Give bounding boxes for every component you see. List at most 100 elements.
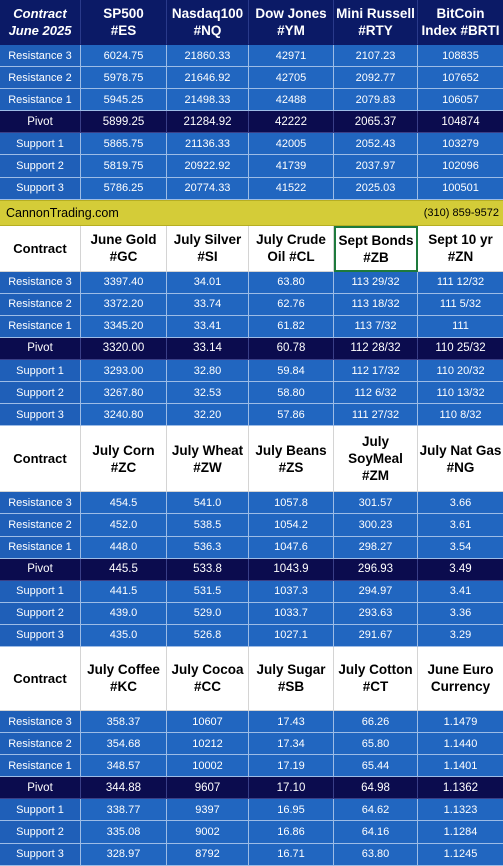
level-value: 63.80	[334, 843, 418, 866]
level-value: 32.80	[167, 360, 249, 383]
level-value: 3267.80	[81, 382, 167, 405]
level-value: 16.86	[249, 821, 334, 844]
level-value: 2065.37	[334, 111, 418, 134]
level-value: 448.0	[81, 536, 167, 559]
level-value: 9002	[167, 821, 249, 844]
level-row: Support 2 3267.80 32.53 58.80 112 6/32 110 13…	[0, 382, 503, 405]
level-value: 1027.1	[249, 624, 334, 647]
level-value: 5819.75	[81, 155, 167, 178]
level-value: 5786.25	[81, 177, 167, 200]
column-header: June Euro Currency	[418, 647, 503, 711]
row-label: Support 1	[0, 133, 81, 156]
row-label: Resistance 3	[0, 492, 81, 515]
level-value: 526.8	[167, 624, 249, 647]
level-value: 65.80	[334, 733, 418, 756]
level-row: Support 1 441.5 531.5 1037.3 294.97 3.41	[0, 580, 503, 603]
level-row: Support 2 439.0 529.0 1033.7 293.63 3.36	[0, 602, 503, 625]
column-header: BitCoin Index #BRTI	[418, 0, 503, 45]
level-value: 1047.6	[249, 536, 334, 559]
level-value: 113 18/32	[334, 293, 418, 316]
level-row: Resistance 1 3345.20 33.41 61.82 113 7/32 111	[0, 315, 503, 338]
column-header: July Cotton #CT	[334, 646, 418, 711]
level-value: 111 27/32	[334, 404, 418, 427]
level-value: 41522	[249, 177, 334, 200]
level-value: 300.23	[334, 514, 418, 537]
level-value: 8792	[167, 843, 249, 866]
level-value: 34.01	[167, 271, 249, 294]
level-value: 5899.25	[81, 111, 167, 134]
level-row: Resistance 1 448.0 536.3 1047.6 298.27 3.54	[0, 536, 503, 559]
level-value: 102096	[418, 155, 503, 178]
level-value: 113 29/32	[334, 271, 418, 294]
row-label: Support 1	[0, 799, 81, 822]
column-header: July Cocoa #CC	[167, 646, 249, 711]
level-value: 2037.97	[334, 155, 418, 178]
level-value: 1043.9	[249, 558, 334, 581]
row-label: Resistance 3	[0, 710, 81, 734]
level-value: 3.41	[418, 580, 503, 603]
level-value: 2079.83	[334, 89, 418, 112]
level-value: 66.26	[334, 710, 418, 734]
row-label: Resistance 2	[0, 514, 81, 537]
level-value: 1.1323	[418, 799, 503, 822]
level-row: Support 2 5819.75 20922.92 41739 2037.97 1020…	[0, 155, 503, 178]
pivot-row: Pivot 5899.25 21284.92 42222 2065.37 104874	[0, 111, 503, 134]
level-value: 17.34	[249, 733, 334, 756]
column-header: July Crude Oil #CL	[249, 225, 334, 272]
level-value: 64.62	[334, 799, 418, 822]
column-header: July Coffee #KC	[81, 646, 167, 711]
column-header: July Beans #ZS	[249, 426, 334, 493]
level-value: 10002	[167, 755, 249, 778]
level-value: 42705	[249, 67, 334, 90]
level-value: 1.1245	[418, 843, 503, 866]
level-value: 1033.7	[249, 602, 334, 625]
level-value: 298.27	[334, 536, 418, 559]
level-value: 328.97	[81, 843, 167, 866]
header-row: Contract June Gold #GC July Silver #SI J…	[0, 225, 503, 272]
level-value: 41739	[249, 155, 334, 178]
level-value: 294.97	[334, 580, 418, 603]
level-value: 111 5/32	[418, 293, 503, 316]
website-link[interactable]: CannonTrading.com	[6, 205, 119, 220]
level-value: 1037.3	[249, 580, 334, 603]
column-header: Nasdaq100 #NQ	[167, 0, 249, 45]
row-label: Pivot	[0, 558, 81, 581]
level-value: 335.08	[81, 821, 167, 844]
header-row: Contract July Corn #ZC July Wheat #ZW Ju…	[0, 426, 503, 493]
softs-currency-table: Contract July Coffee #KC July Cocoa #CC …	[0, 646, 503, 866]
level-value: 3345.20	[81, 315, 167, 338]
level-value: 452.0	[81, 514, 167, 537]
row-label: Resistance 2	[0, 293, 81, 316]
level-value: 3.54	[418, 536, 503, 559]
row-label: Support 2	[0, 602, 81, 625]
level-value: 110 13/32	[418, 382, 503, 405]
pivot-row: Pivot 3320.00 33.14 60.78 112 28/32 110 25/32	[0, 337, 503, 361]
level-value: 21284.92	[167, 111, 249, 134]
level-value: 60.78	[249, 337, 334, 361]
level-row: Resistance 3 454.5 541.0 1057.8 301.57 3.66	[0, 492, 503, 515]
column-header: June Gold #GC	[81, 225, 167, 272]
level-value: 103279	[418, 133, 503, 156]
row-label: Support 2	[0, 155, 81, 178]
level-value: 1.1284	[418, 821, 503, 844]
level-value: 16.95	[249, 799, 334, 822]
level-value: 2107.23	[334, 45, 418, 68]
level-value: 33.41	[167, 315, 249, 338]
level-value: 17.10	[249, 777, 334, 800]
column-header: July Nat Gas #NG	[418, 426, 503, 493]
level-value: 111 12/32	[418, 271, 503, 294]
level-value: 21860.33	[167, 45, 249, 68]
level-row: Support 1 5865.75 21136.33 42005 2052.43 1032…	[0, 133, 503, 156]
cannon-trading-banner: CannonTrading.com (310) 859-9572	[0, 199, 503, 226]
level-row: Resistance 2 3372.20 33.74 62.76 113 18/32 11…	[0, 293, 503, 316]
level-value: 3.49	[418, 558, 503, 581]
selected-column-header[interactable]: Sept Bonds #ZB	[334, 225, 418, 272]
row-label: Support 3	[0, 624, 81, 647]
level-row: Support 2 335.08 9002 16.86 64.16 1.1284	[0, 821, 503, 844]
pivot-row: Pivot 344.88 9607 17.10 64.98 1.1362	[0, 777, 503, 800]
level-row: Support 3 3240.80 32.20 57.86 111 27/32 110 8…	[0, 404, 503, 427]
level-row: Resistance 1 348.57 10002 17.19 65.44 1.1401	[0, 755, 503, 778]
row-label: Pivot	[0, 777, 81, 800]
level-value: 112 6/32	[334, 382, 418, 405]
contract-header: Contract	[0, 646, 81, 711]
